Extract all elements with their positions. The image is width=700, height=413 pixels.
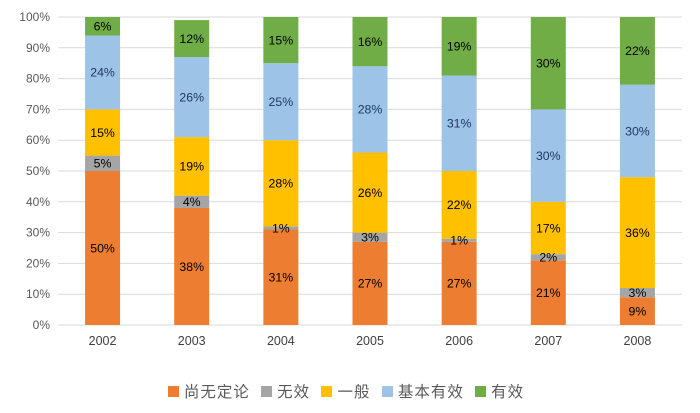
svg-text:15%: 15% (269, 33, 294, 47)
svg-text:2002: 2002 (89, 334, 117, 348)
svg-text:30%: 30% (536, 57, 561, 71)
svg-text:2006: 2006 (445, 334, 473, 348)
svg-text:26%: 26% (358, 186, 383, 200)
svg-text:6%: 6% (94, 20, 112, 34)
svg-text:22%: 22% (625, 44, 650, 58)
svg-text:9%: 9% (629, 304, 647, 318)
svg-text:15%: 15% (90, 126, 115, 140)
svg-text:17%: 17% (536, 221, 561, 235)
svg-text:0%: 0% (33, 318, 51, 332)
svg-text:2005: 2005 (356, 334, 384, 348)
svg-text:4%: 4% (183, 195, 201, 209)
svg-text:16%: 16% (358, 35, 383, 49)
svg-text:31%: 31% (447, 117, 472, 131)
svg-text:27%: 27% (358, 277, 383, 291)
svg-text:3%: 3% (361, 231, 379, 245)
svg-text:30%: 30% (26, 226, 50, 240)
svg-text:22%: 22% (447, 198, 472, 212)
svg-text:28%: 28% (358, 103, 383, 117)
svg-text:2004: 2004 (267, 334, 295, 348)
svg-text:100%: 100% (19, 10, 50, 24)
svg-text:20%: 20% (26, 256, 50, 270)
svg-text:40%: 40% (26, 195, 50, 209)
svg-text:10%: 10% (26, 287, 50, 301)
svg-text:26%: 26% (179, 90, 204, 104)
svg-text:3%: 3% (629, 286, 647, 300)
svg-text:30%: 30% (625, 124, 650, 138)
svg-text:12%: 12% (179, 32, 204, 46)
svg-text:80%: 80% (26, 72, 50, 86)
svg-text:36%: 36% (625, 226, 650, 240)
svg-text:38%: 38% (179, 260, 204, 274)
svg-text:25%: 25% (269, 95, 294, 109)
svg-text:21%: 21% (536, 286, 561, 300)
svg-text:50%: 50% (90, 241, 115, 255)
svg-text:2003: 2003 (178, 334, 206, 348)
svg-text:5%: 5% (94, 157, 112, 171)
svg-text:1%: 1% (450, 234, 468, 248)
svg-text:70%: 70% (26, 102, 50, 116)
svg-text:28%: 28% (269, 177, 294, 191)
svg-text:2%: 2% (539, 251, 557, 265)
svg-text:50%: 50% (26, 164, 50, 178)
svg-text:24%: 24% (90, 66, 115, 80)
svg-text:1%: 1% (272, 221, 290, 235)
svg-text:90%: 90% (26, 41, 50, 55)
svg-text:19%: 19% (179, 160, 204, 174)
svg-text:2008: 2008 (624, 334, 652, 348)
svg-text:2007: 2007 (534, 334, 562, 348)
svg-text:60%: 60% (26, 133, 50, 147)
svg-text:31%: 31% (269, 271, 294, 285)
svg-text:30%: 30% (536, 149, 561, 163)
svg-text:19%: 19% (447, 40, 472, 54)
svg-text:27%: 27% (447, 277, 472, 291)
